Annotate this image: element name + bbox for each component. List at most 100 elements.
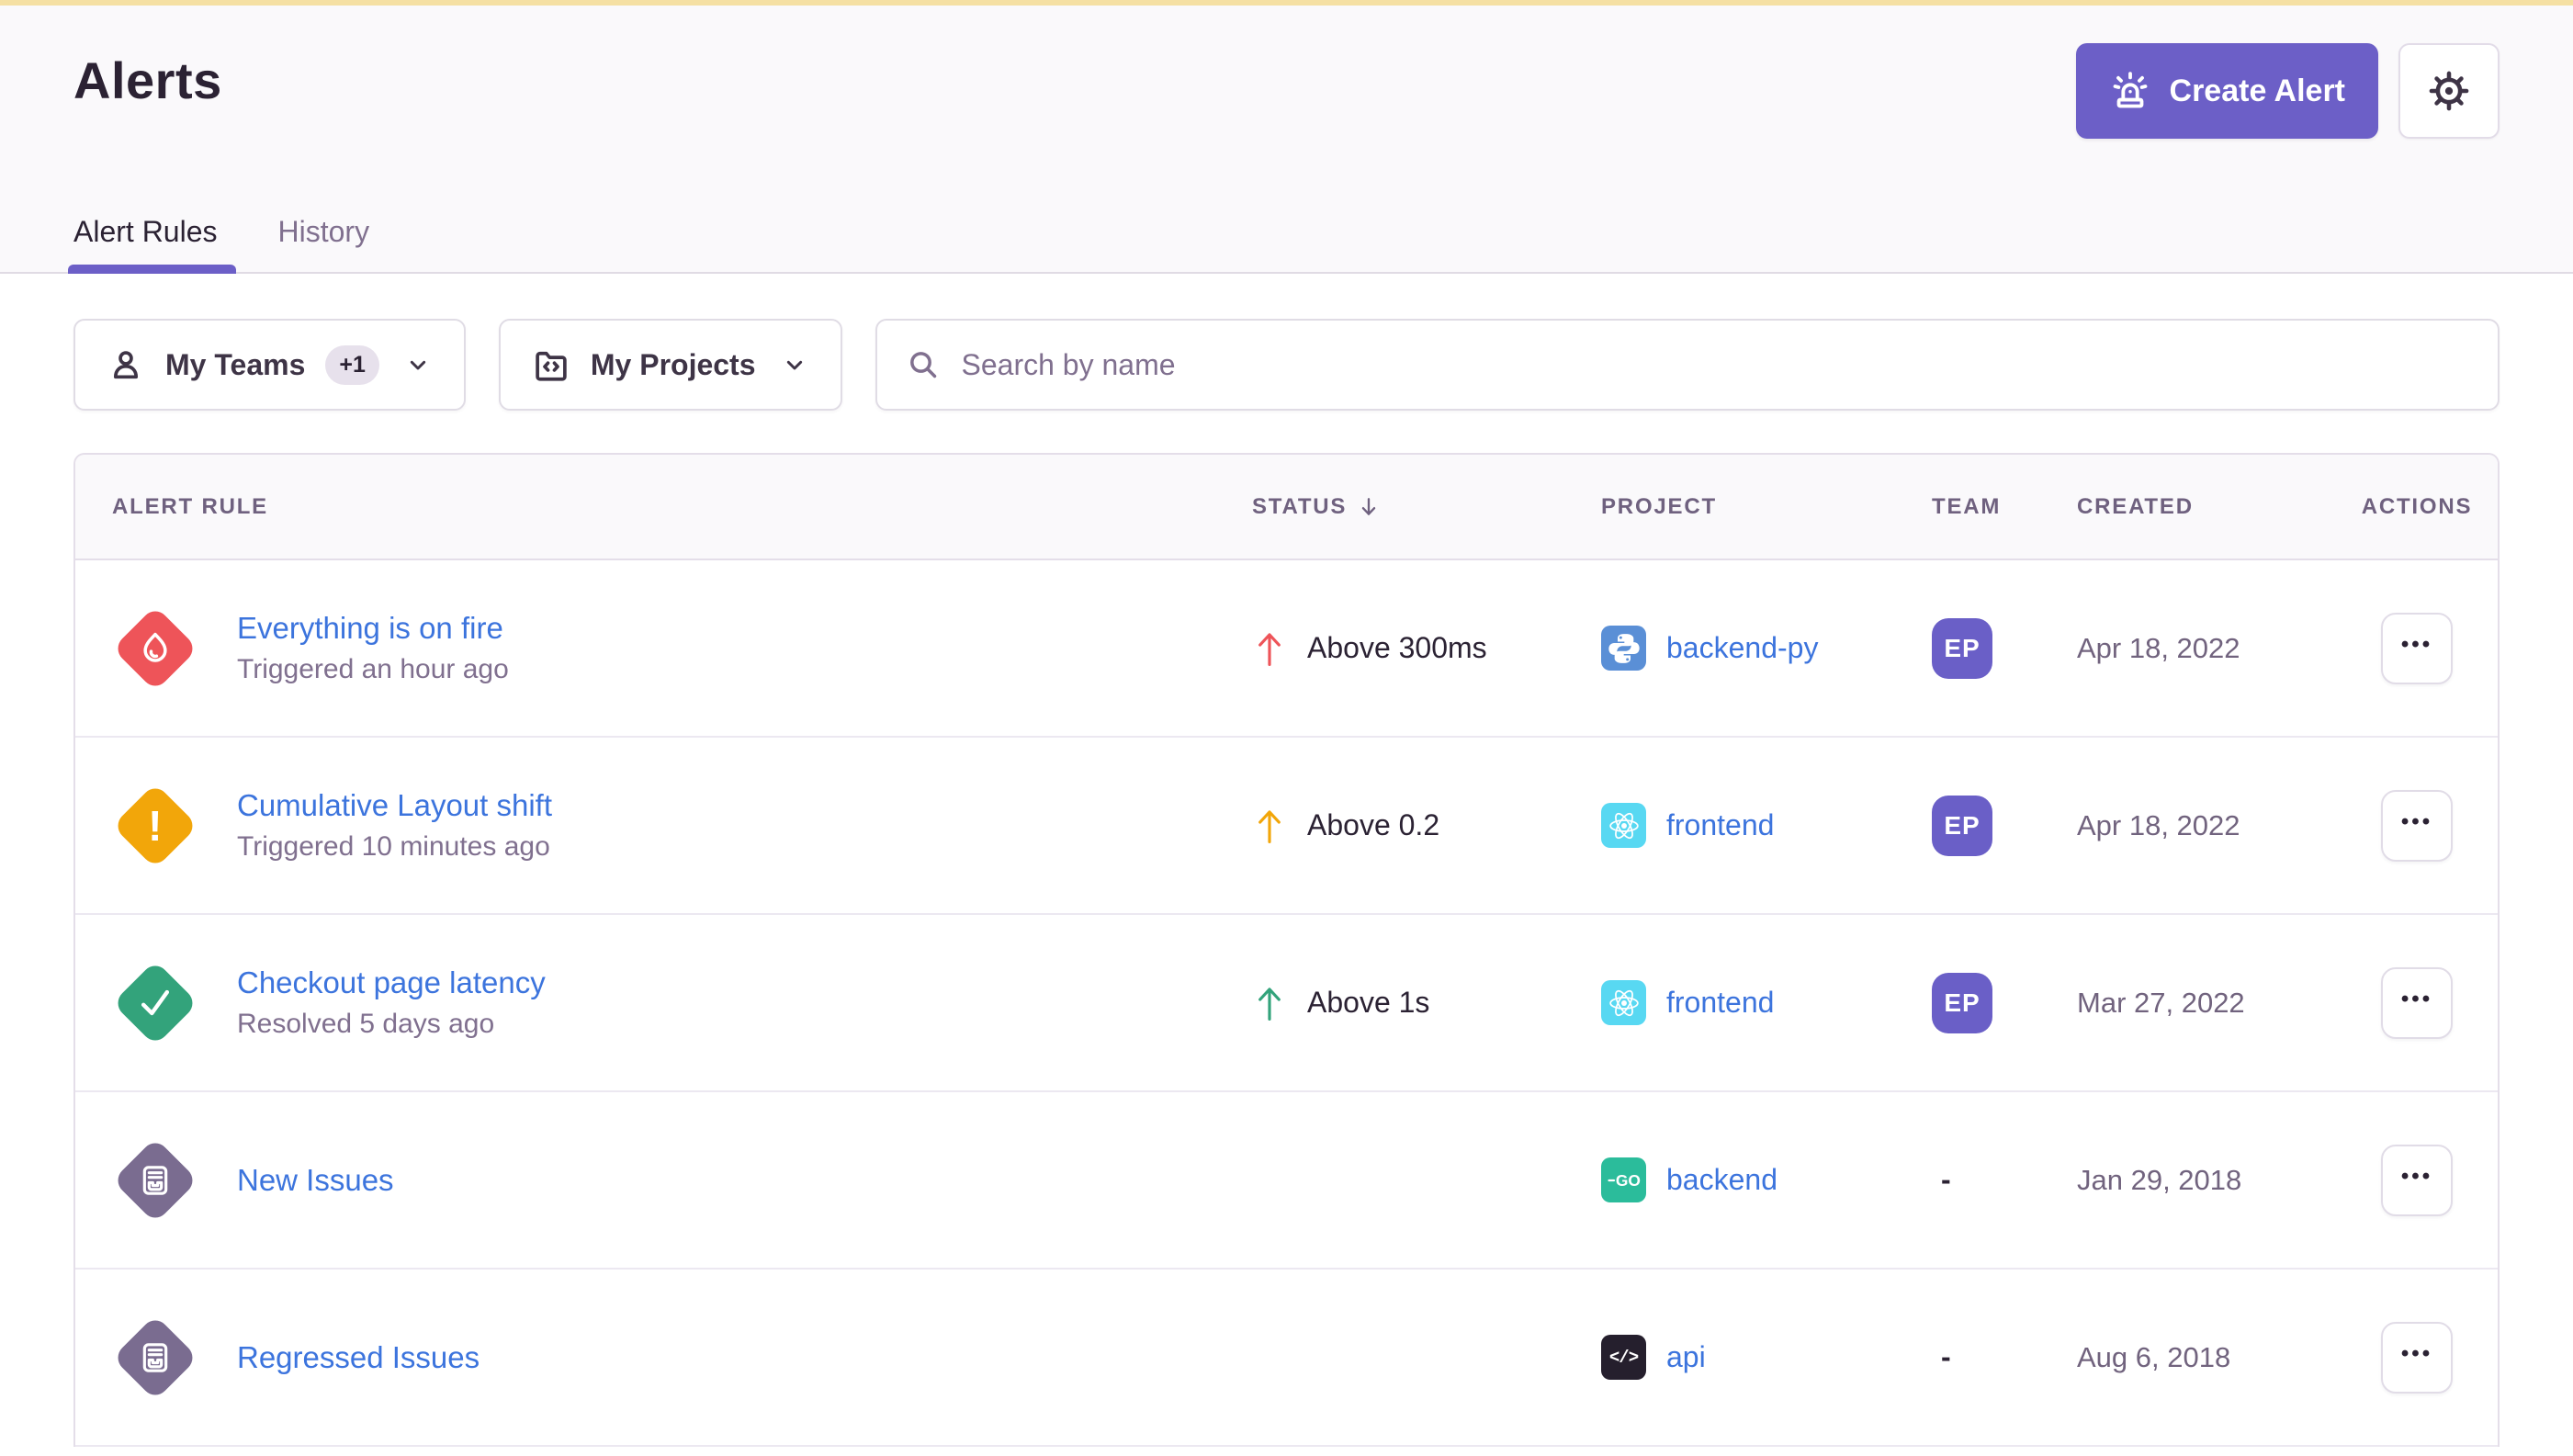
more-options-button[interactable]: ••• [2381, 1144, 2453, 1216]
alerts-table: ALERT RULE STATUS PROJECT TEAM CREATED A… [73, 453, 2500, 1447]
project-link[interactable]: frontend [1666, 808, 1775, 841]
active-tab-indicator [68, 265, 236, 274]
column-header-team: TEAM [1932, 494, 2077, 520]
created-date: Jan 29, 2018 [2077, 1163, 2242, 1196]
alert-rule-cell: ! Regressed Issues [75, 1314, 1252, 1401]
alert-rule-subtitle: Triggered 10 minutes ago [237, 831, 550, 862]
code-icon: </> [1608, 1347, 1639, 1368]
actions-cell: ••• [2336, 1144, 2498, 1216]
team-cell: EP [1932, 972, 2077, 1033]
alert-rule-cell: ! Everything is on fire Triggered an hou… [75, 604, 1252, 692]
alert-type-icon: ! [112, 604, 198, 692]
table-row: ! Regressed Issues [75, 1270, 2498, 1447]
settings-button[interactable] [2398, 43, 2500, 139]
project-cell: GO </> backend-py [1601, 626, 1932, 671]
more-options-button[interactable]: ••• [2381, 612, 2453, 684]
project-link[interactable]: frontend [1666, 986, 1775, 1019]
alarm-siren-icon [2113, 72, 2147, 108]
table-row: ! Checkout page latency Resolved 5 days … [75, 915, 2498, 1092]
search-box[interactable] [875, 319, 2500, 411]
tab-history-label: History [277, 215, 370, 248]
alert-rule-link[interactable]: Everything is on fire [237, 611, 503, 645]
project-link[interactable]: backend [1666, 1163, 1777, 1196]
more-options-button[interactable]: ••• [2381, 1321, 2453, 1394]
alert-rule-subtitle: Triggered an hour ago [237, 654, 509, 684]
created-header-label: CREATED [2077, 493, 2194, 519]
table-header: ALERT RULE STATUS PROJECT TEAM CREATED A… [75, 455, 2498, 560]
alert-type-icon: ! [112, 959, 198, 1046]
create-alert-button[interactable]: Create Alert [2075, 43, 2378, 139]
ellipsis-icon: ••• [2400, 986, 2433, 1011]
app-header: Alerts Create Alert [0, 6, 2573, 274]
project-platform-icon: GO </> [1601, 803, 1646, 848]
more-options-button[interactable]: ••• [2381, 789, 2453, 862]
alert-rule-link[interactable]: New Issues [237, 1162, 394, 1197]
team-cell: EP [1932, 795, 2077, 856]
teams-filter-button[interactable]: My Teams +1 [73, 319, 466, 411]
issues-icon [142, 1342, 168, 1372]
team-dash: - [1941, 1340, 1951, 1373]
column-header-status[interactable]: STATUS [1252, 493, 1601, 521]
alert-type-icon: ! [112, 1136, 198, 1224]
column-header-project: PROJECT [1601, 494, 1932, 520]
alert-rule-link[interactable]: Cumulative Layout shift [237, 788, 553, 822]
status-text: Above 1s [1307, 986, 1430, 1019]
teams-filter-label: My Teams [165, 347, 306, 381]
react-icon [1608, 989, 1639, 1016]
more-options-button[interactable]: ••• [2381, 966, 2453, 1039]
projects-filter-button[interactable]: My Projects [498, 319, 842, 411]
ellipsis-icon: ••• [2400, 1163, 2433, 1189]
projects-filter-label: My Projects [590, 347, 756, 381]
project-cell: GO </> frontend [1601, 803, 1932, 848]
project-cell: GO </> backend [1601, 1157, 1932, 1202]
sort-arrow-down-icon [1362, 497, 1376, 515]
react-icon [1608, 812, 1639, 839]
column-header-actions: ACTIONS [2336, 494, 2498, 520]
actions-header-label: ACTIONS [2361, 493, 2473, 519]
tab-alert-rules[interactable]: Alert Rules [68, 215, 236, 274]
actions-cell: ••• [2336, 1321, 2498, 1394]
gear-icon [2429, 71, 2469, 111]
ellipsis-icon: ••• [2400, 631, 2433, 657]
superuser-topbar [0, 0, 2573, 6]
project-link[interactable]: backend-py [1666, 631, 1819, 664]
created-date: Apr 18, 2022 [2077, 808, 2240, 841]
project-cell: GO </> api [1601, 1335, 1932, 1380]
actions-cell: ••• [2336, 789, 2498, 862]
project-platform-icon: GO </> [1601, 626, 1646, 671]
tab-history[interactable]: History [278, 215, 370, 272]
project-platform-icon: GO </> [1601, 980, 1646, 1025]
alert-rule-link[interactable]: Checkout page latency [237, 965, 546, 999]
project-link[interactable]: api [1666, 1340, 1706, 1373]
filter-row: My Teams +1 My Projects [73, 319, 2500, 411]
trend-up-icon [1258, 632, 1281, 666]
column-header-alert-rule: ALERT RULE [75, 494, 1252, 520]
alert-rule-header-label: ALERT RULE [112, 493, 268, 519]
ellipsis-icon: ••• [2400, 808, 2433, 834]
chevron-down-icon [786, 360, 802, 370]
trend-up-icon [1258, 987, 1281, 1021]
alert-rule-link[interactable]: Regressed Issues [237, 1339, 480, 1374]
issues-icon [142, 1165, 168, 1195]
exclamation-icon: ! [148, 801, 163, 850]
project-header-label: PROJECT [1601, 493, 1717, 519]
ellipsis-icon: ••• [2400, 1340, 2433, 1366]
team-cell: - [1932, 1163, 2077, 1197]
alert-rule-cell: ! Checkout page latency Resolved 5 days … [75, 959, 1252, 1046]
alert-type-icon: ! [112, 1314, 198, 1401]
actions-cell: ••• [2336, 966, 2498, 1039]
table-row: ! Cumulative Layout shift Triggered 10 m… [75, 738, 2498, 915]
team-header-label: TEAM [1932, 493, 2002, 519]
user-icon [113, 351, 139, 379]
header-actions: Create Alert [2075, 43, 2500, 139]
table-row: ! Everything is on fire Triggered an hou… [75, 560, 2498, 738]
chevron-down-icon [410, 360, 426, 370]
search-input[interactable] [961, 347, 2470, 382]
status-cell: Above 1s [1252, 982, 1601, 1024]
team-avatar: EP [1932, 972, 1992, 1033]
flame-icon [143, 632, 167, 662]
svg-text:GO: GO [1615, 1170, 1640, 1189]
python-icon [1608, 633, 1640, 663]
table-row: ! New Issues [75, 1092, 2498, 1270]
main-content: My Teams +1 My Projects [0, 319, 2573, 1447]
